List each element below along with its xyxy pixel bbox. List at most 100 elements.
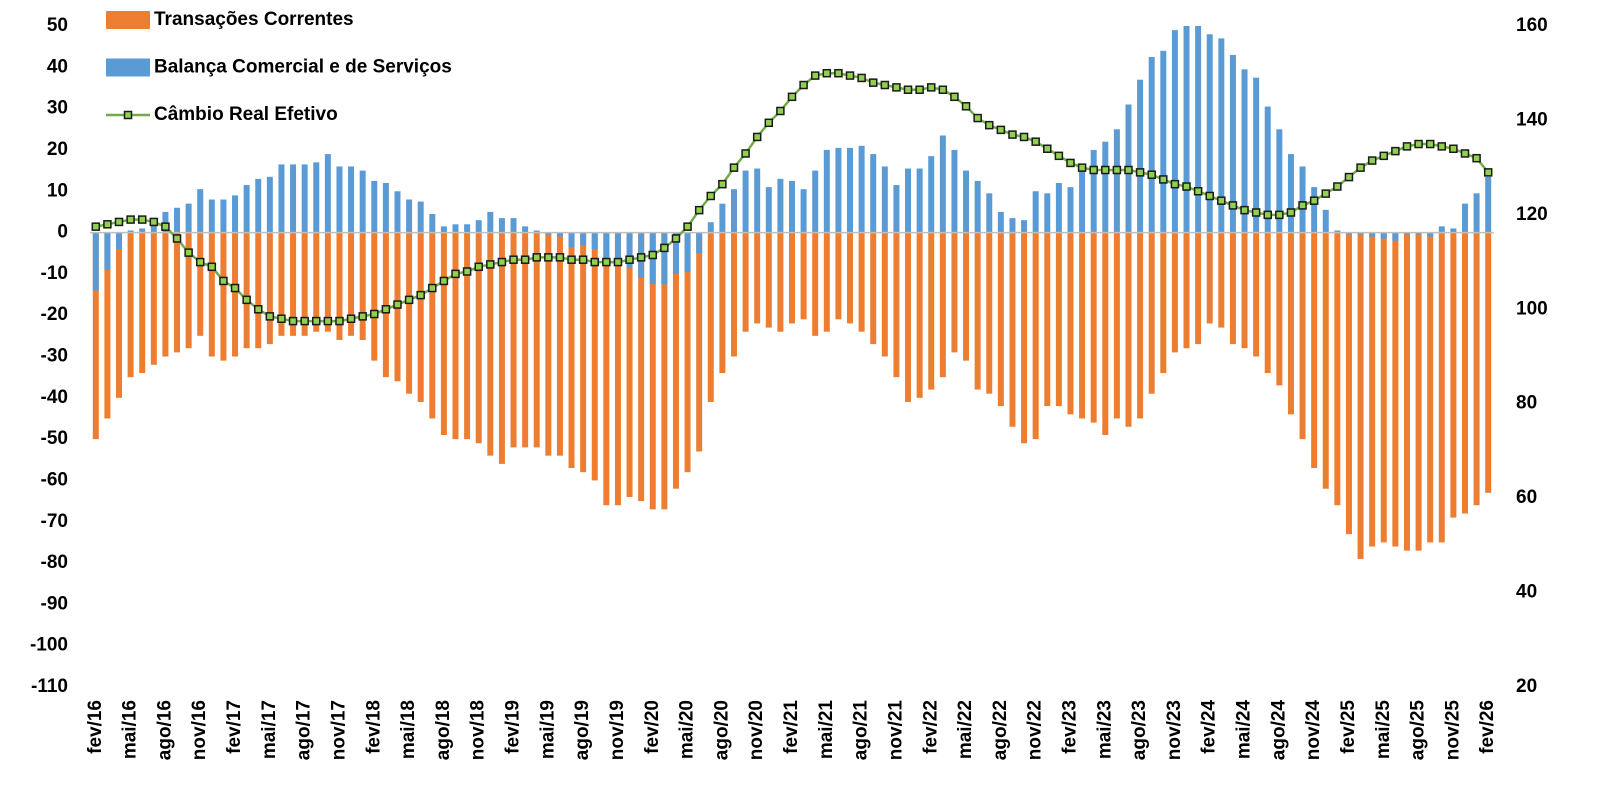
bar bbox=[939, 232, 946, 378]
marker bbox=[416, 290, 425, 300]
x-tick-label: fev/19 bbox=[503, 700, 524, 754]
bar bbox=[1276, 129, 1283, 233]
bar bbox=[1195, 232, 1202, 345]
bar bbox=[626, 232, 633, 268]
marker bbox=[1147, 170, 1156, 179]
bar bbox=[359, 232, 366, 340]
marker bbox=[184, 248, 193, 257]
x-tick-label: nov/25 bbox=[1442, 700, 1463, 761]
bar bbox=[556, 232, 563, 456]
marker bbox=[961, 102, 971, 111]
x-tick-label: mai/19 bbox=[537, 700, 558, 759]
bar bbox=[1299, 232, 1306, 440]
bar bbox=[127, 230, 134, 233]
marker bbox=[1263, 210, 1272, 220]
marker bbox=[1170, 179, 1180, 189]
bar bbox=[266, 232, 273, 345]
bar bbox=[1485, 232, 1492, 493]
y-tick-label: -90 bbox=[41, 593, 68, 614]
marker bbox=[590, 257, 599, 267]
x-tick-label: fev/26 bbox=[1477, 700, 1498, 754]
bar bbox=[1253, 77, 1260, 233]
bar bbox=[823, 232, 830, 332]
bar bbox=[336, 166, 343, 233]
marker bbox=[532, 253, 541, 262]
marker bbox=[892, 83, 901, 92]
x-tick-label: nov/23 bbox=[1164, 700, 1185, 760]
marker bbox=[776, 106, 785, 116]
bar bbox=[359, 170, 366, 233]
x-tick-label: ago/21 bbox=[851, 700, 872, 761]
bar bbox=[1276, 232, 1283, 386]
y-tick-label: -100 bbox=[30, 635, 68, 656]
bar bbox=[1137, 232, 1144, 419]
legend-swatch bbox=[106, 58, 150, 77]
y2-tick-label: 60 bbox=[1516, 487, 1537, 508]
bar bbox=[1044, 193, 1051, 233]
bar bbox=[197, 189, 204, 233]
bar bbox=[951, 149, 958, 233]
bar bbox=[185, 232, 192, 349]
bar bbox=[742, 170, 749, 233]
bar bbox=[986, 193, 993, 233]
bar bbox=[1438, 226, 1445, 233]
bar bbox=[765, 232, 772, 328]
x-tick-label: mai/17 bbox=[259, 700, 280, 759]
bar bbox=[800, 189, 807, 233]
bar bbox=[1148, 56, 1155, 233]
bar bbox=[893, 185, 900, 233]
y2-tick-label: 120 bbox=[1516, 204, 1548, 225]
bar bbox=[452, 232, 459, 440]
marker bbox=[1414, 139, 1423, 149]
bar bbox=[1241, 232, 1248, 349]
bar bbox=[719, 232, 726, 374]
marker bbox=[1031, 137, 1040, 146]
x-tick-label: fev/17 bbox=[224, 700, 245, 754]
x-tick-label: mai/22 bbox=[955, 700, 976, 759]
bar bbox=[649, 232, 656, 510]
bar bbox=[1264, 106, 1271, 233]
bar bbox=[1334, 230, 1341, 233]
bar bbox=[1067, 187, 1074, 233]
bar bbox=[185, 203, 192, 233]
marker bbox=[462, 267, 472, 276]
bar bbox=[661, 232, 668, 285]
bar bbox=[1264, 232, 1271, 374]
bar bbox=[789, 232, 795, 324]
marker bbox=[1077, 163, 1087, 172]
bar bbox=[127, 232, 134, 378]
bar bbox=[1322, 232, 1329, 489]
marker bbox=[752, 132, 762, 142]
bar bbox=[754, 232, 761, 324]
x-tick-label: ago/19 bbox=[572, 700, 593, 760]
bar bbox=[1148, 232, 1155, 394]
x-tick-label: mai/25 bbox=[1373, 700, 1394, 760]
bar bbox=[986, 232, 993, 394]
bar bbox=[684, 232, 691, 473]
marker bbox=[1193, 187, 1203, 196]
marker bbox=[741, 149, 750, 158]
marker bbox=[1437, 142, 1447, 151]
bar bbox=[1160, 232, 1167, 374]
marker bbox=[903, 85, 913, 94]
marker bbox=[1182, 182, 1191, 191]
bar bbox=[510, 232, 517, 448]
marker bbox=[277, 314, 286, 323]
bar bbox=[1287, 154, 1294, 233]
x-tick-label: fev/20 bbox=[642, 700, 663, 754]
bar bbox=[823, 149, 830, 233]
bar bbox=[1229, 232, 1236, 345]
bar bbox=[881, 166, 888, 233]
y2-tick-label: 40 bbox=[1516, 582, 1537, 603]
bar bbox=[1009, 218, 1016, 233]
x-tick-label: mai/21 bbox=[816, 700, 837, 760]
bar bbox=[301, 164, 308, 233]
bar bbox=[1183, 26, 1190, 233]
bar bbox=[1090, 149, 1097, 233]
bar bbox=[951, 232, 958, 353]
x-tick-label: mai/24 bbox=[1234, 700, 1255, 760]
marker bbox=[636, 253, 646, 262]
marker bbox=[555, 253, 565, 262]
bar bbox=[150, 232, 157, 365]
bar bbox=[928, 156, 935, 233]
